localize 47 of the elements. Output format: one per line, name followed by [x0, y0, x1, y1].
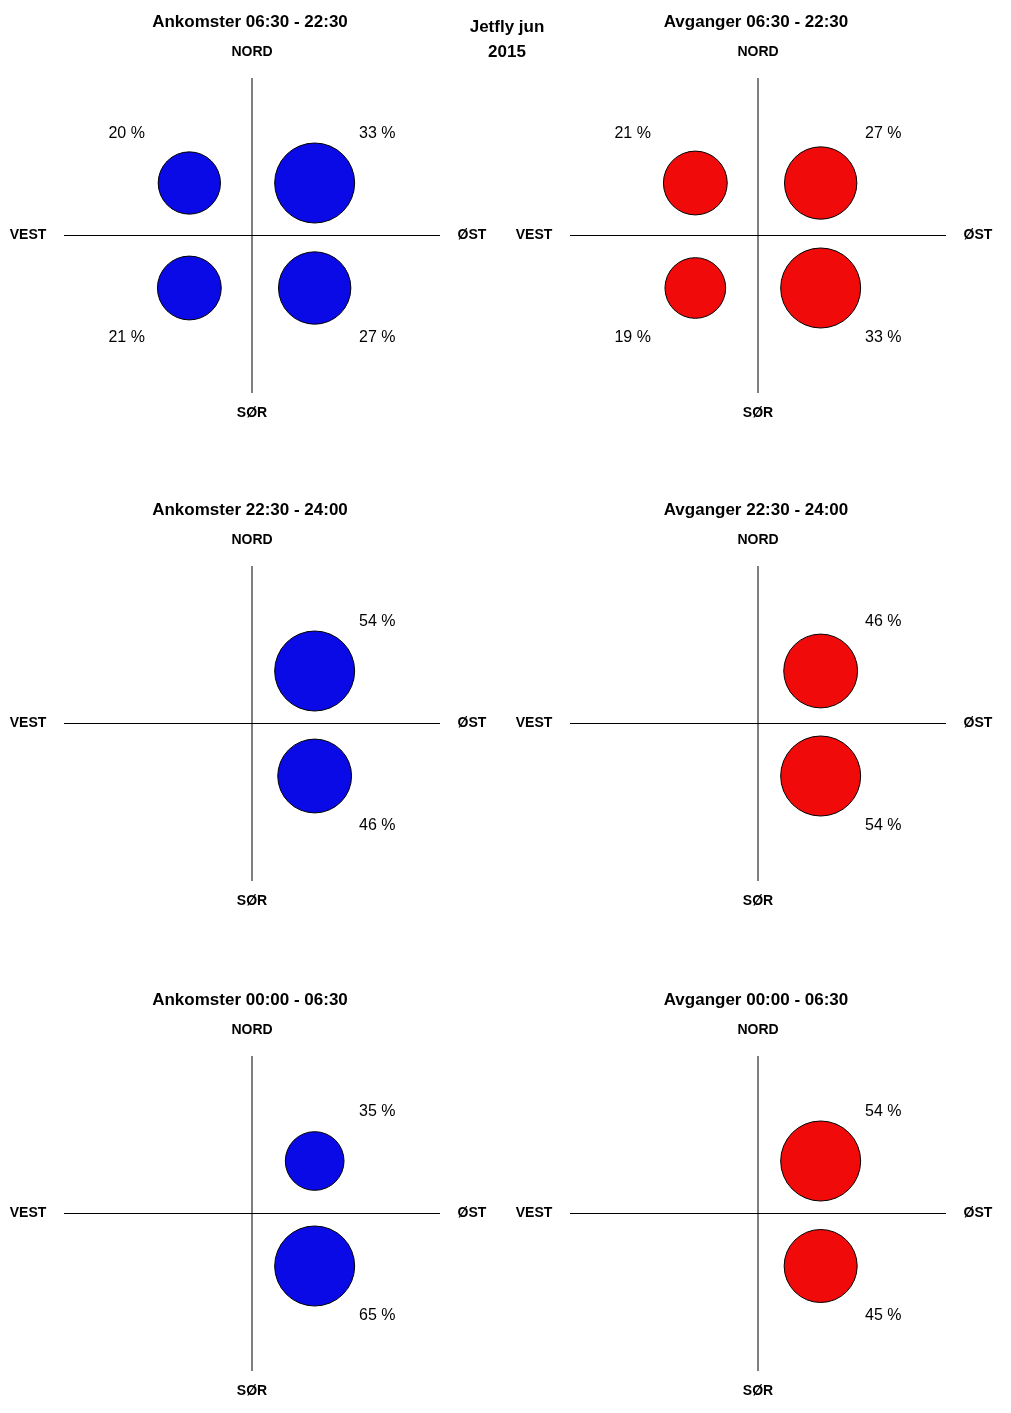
data-label: 65 %	[359, 1306, 396, 1324]
text: Avganger 22:30 - 24:00	[662, 500, 850, 520]
data-label: 21 %	[614, 123, 651, 141]
text: ØST	[457, 1204, 487, 1221]
data-label: 19 %	[614, 328, 651, 346]
text: VEST	[9, 226, 47, 243]
text: Jetfly jun 2015	[468, 16, 546, 63]
data-label: 27 %	[865, 123, 902, 141]
text: VEST	[9, 1204, 47, 1221]
text: ØST	[963, 714, 993, 731]
text: NORD	[231, 530, 273, 547]
text: SØR	[236, 403, 268, 420]
text: VEST	[9, 714, 47, 731]
data-label: 46 %	[359, 816, 396, 834]
data-label: 54 %	[865, 816, 902, 834]
text: Avganger 06:30 - 22:30	[663, 12, 849, 31]
text: NORD	[231, 42, 273, 59]
text: VEST	[515, 714, 553, 731]
text: SØR	[236, 891, 268, 908]
data-label: 21 %	[108, 328, 145, 346]
data-label: 33 %	[865, 328, 902, 346]
text: VEST	[515, 1204, 553, 1221]
text: ØST	[963, 226, 993, 243]
text: NORD	[737, 42, 779, 59]
text: VEST	[515, 226, 553, 243]
text: SØR	[742, 891, 774, 908]
text: Ankomster 00:00 - 06:30	[151, 990, 349, 1010]
data-label: 20 %	[108, 123, 145, 141]
data-label: 33 %	[359, 123, 396, 141]
text: Avganger 00:00 - 06:30	[662, 990, 850, 1010]
text: NORD	[737, 1020, 779, 1037]
text: SØR	[742, 403, 774, 420]
text: Ankomster 22:30 - 24:00	[151, 500, 349, 520]
data-label: 35 %	[359, 1101, 396, 1119]
text: ØST	[963, 1204, 993, 1221]
data-label: 54 %	[359, 611, 396, 629]
text: SØR	[236, 1381, 268, 1398]
text: Ankomster 06:30 - 22:30	[152, 12, 348, 31]
text: NORD	[231, 1020, 273, 1037]
data-label: 46 %	[865, 611, 902, 629]
data-label: 27 %	[359, 328, 396, 346]
data-label: 54 %	[865, 1101, 902, 1119]
text: NORD	[737, 530, 779, 547]
text: SØR	[742, 1381, 774, 1398]
data-label: 45 %	[865, 1306, 902, 1324]
text: ØST	[457, 714, 487, 731]
text: ØST	[457, 226, 487, 243]
